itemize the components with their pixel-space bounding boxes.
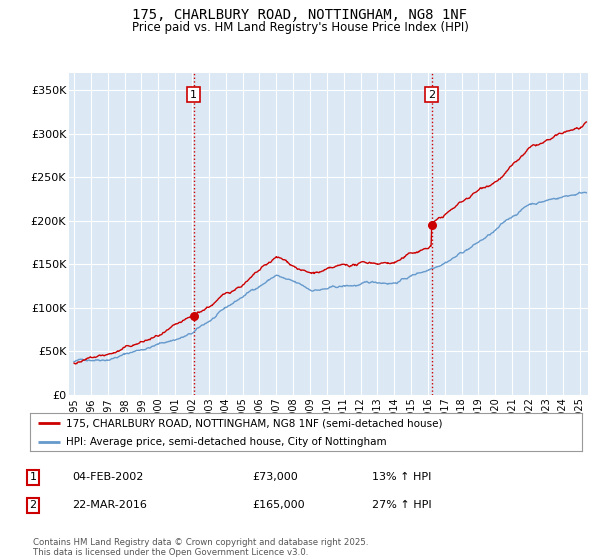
Text: 22-MAR-2016: 22-MAR-2016: [72, 500, 147, 510]
Text: 175, CHARLBURY ROAD, NOTTINGHAM, NG8 1NF: 175, CHARLBURY ROAD, NOTTINGHAM, NG8 1NF: [133, 8, 467, 22]
Text: 175, CHARLBURY ROAD, NOTTINGHAM, NG8 1NF (semi-detached house): 175, CHARLBURY ROAD, NOTTINGHAM, NG8 1NF…: [66, 418, 442, 428]
Text: HPI: Average price, semi-detached house, City of Nottingham: HPI: Average price, semi-detached house,…: [66, 437, 386, 447]
Text: 04-FEB-2002: 04-FEB-2002: [72, 472, 143, 482]
Text: Contains HM Land Registry data © Crown copyright and database right 2025.
This d: Contains HM Land Registry data © Crown c…: [33, 538, 368, 557]
Text: Price paid vs. HM Land Registry's House Price Index (HPI): Price paid vs. HM Land Registry's House …: [131, 21, 469, 34]
Text: £165,000: £165,000: [252, 500, 305, 510]
Text: 2: 2: [428, 90, 435, 100]
Text: 2: 2: [29, 500, 37, 510]
Point: [189, 311, 199, 320]
Point: [427, 221, 436, 230]
Text: 1: 1: [29, 472, 37, 482]
Text: 13% ↑ HPI: 13% ↑ HPI: [372, 472, 431, 482]
Text: £73,000: £73,000: [252, 472, 298, 482]
Text: 27% ↑ HPI: 27% ↑ HPI: [372, 500, 431, 510]
Text: 1: 1: [190, 90, 197, 100]
